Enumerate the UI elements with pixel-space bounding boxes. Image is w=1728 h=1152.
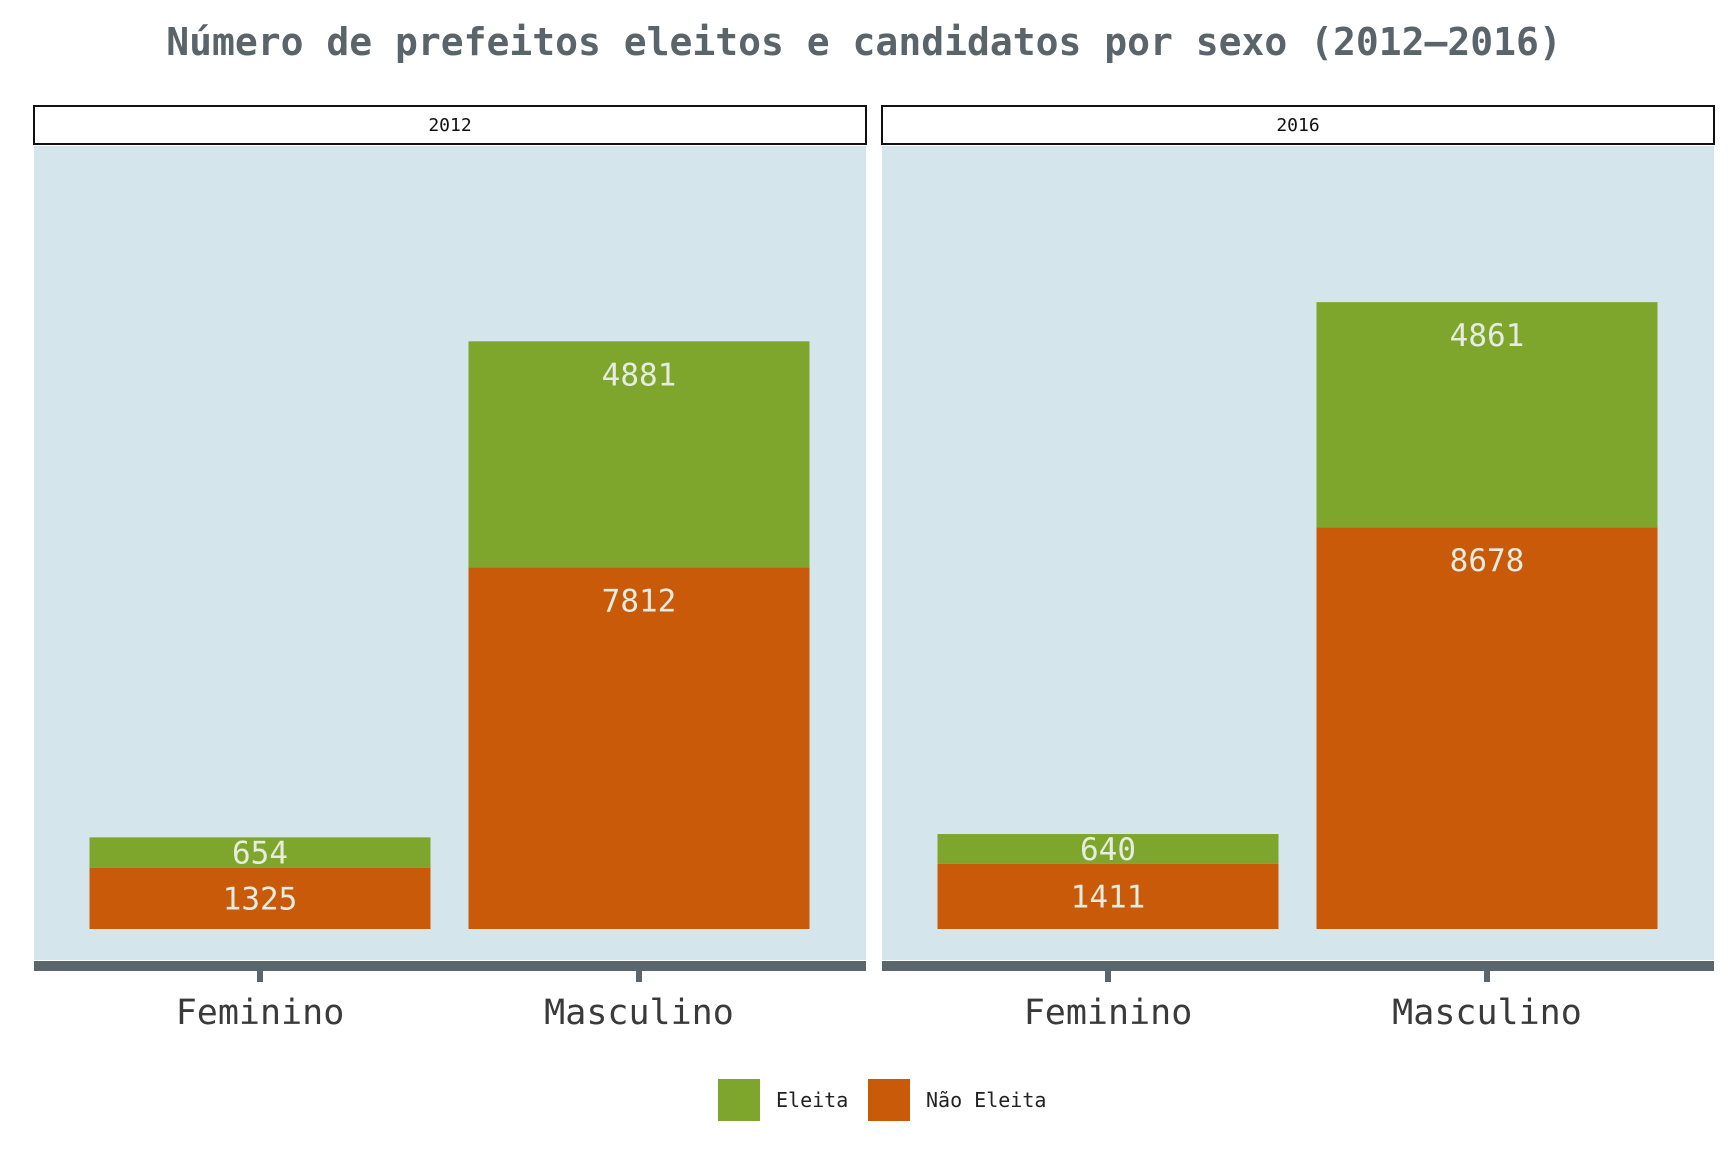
data-label: 4881 xyxy=(602,357,677,393)
bar-n-o-eleita-feminino-2016 xyxy=(937,863,1279,929)
facet-strip xyxy=(881,105,1715,145)
legend-swatch xyxy=(868,1079,910,1121)
legend-label: Eleita xyxy=(776,1088,848,1112)
data-label: 640 xyxy=(1080,832,1136,868)
bar-n-o-eleita-masculino-2016 xyxy=(1316,527,1658,929)
x-tick-label: Feminino xyxy=(176,993,345,1033)
x-tick-label: Masculino xyxy=(1392,993,1582,1033)
legend-swatch xyxy=(718,1079,760,1121)
facet-panel-2012: 2012 1325 654 Feminino 7812 4881 Masculino xyxy=(33,105,867,1033)
bar-eleita-feminino-2012 xyxy=(89,837,431,868)
bar-n-o-eleita-masculino-2012 xyxy=(468,567,810,929)
data-label: 654 xyxy=(232,836,288,872)
data-label: 1411 xyxy=(1071,879,1146,915)
data-label: 1325 xyxy=(223,881,298,917)
data-label: 7812 xyxy=(602,583,677,619)
legend-label: Não Eleita xyxy=(926,1088,1046,1112)
data-label: 8678 xyxy=(1450,543,1525,579)
bar-eleita-masculino-2016 xyxy=(1316,302,1658,528)
facet-strip xyxy=(33,105,867,145)
facet-strip-label: 2012 xyxy=(428,115,471,136)
legend: Eleita Não Eleita xyxy=(718,1079,1046,1121)
facet-strip-label: 2016 xyxy=(1276,115,1319,136)
legend-item: Eleita xyxy=(718,1079,848,1121)
data-label: 4861 xyxy=(1450,318,1525,354)
facet-panel-2016: 2016 1411 640 Feminino 8678 4861 Masculino xyxy=(881,105,1715,1033)
facet-panels: 20121325654Feminino78124881Masculino2016… xyxy=(33,105,1715,1033)
x-tick-label: Feminino xyxy=(1024,993,1193,1033)
legend-item: Não Eleita xyxy=(868,1079,1046,1121)
bar-n-o-eleita-feminino-2012 xyxy=(89,867,431,929)
bar-eleita-feminino-2016 xyxy=(937,834,1279,864)
x-tick-label: Masculino xyxy=(544,993,734,1033)
chart-title: Número de prefeitos eleitos e candidatos… xyxy=(166,20,1562,64)
bar-eleita-masculino-2012 xyxy=(468,341,810,568)
